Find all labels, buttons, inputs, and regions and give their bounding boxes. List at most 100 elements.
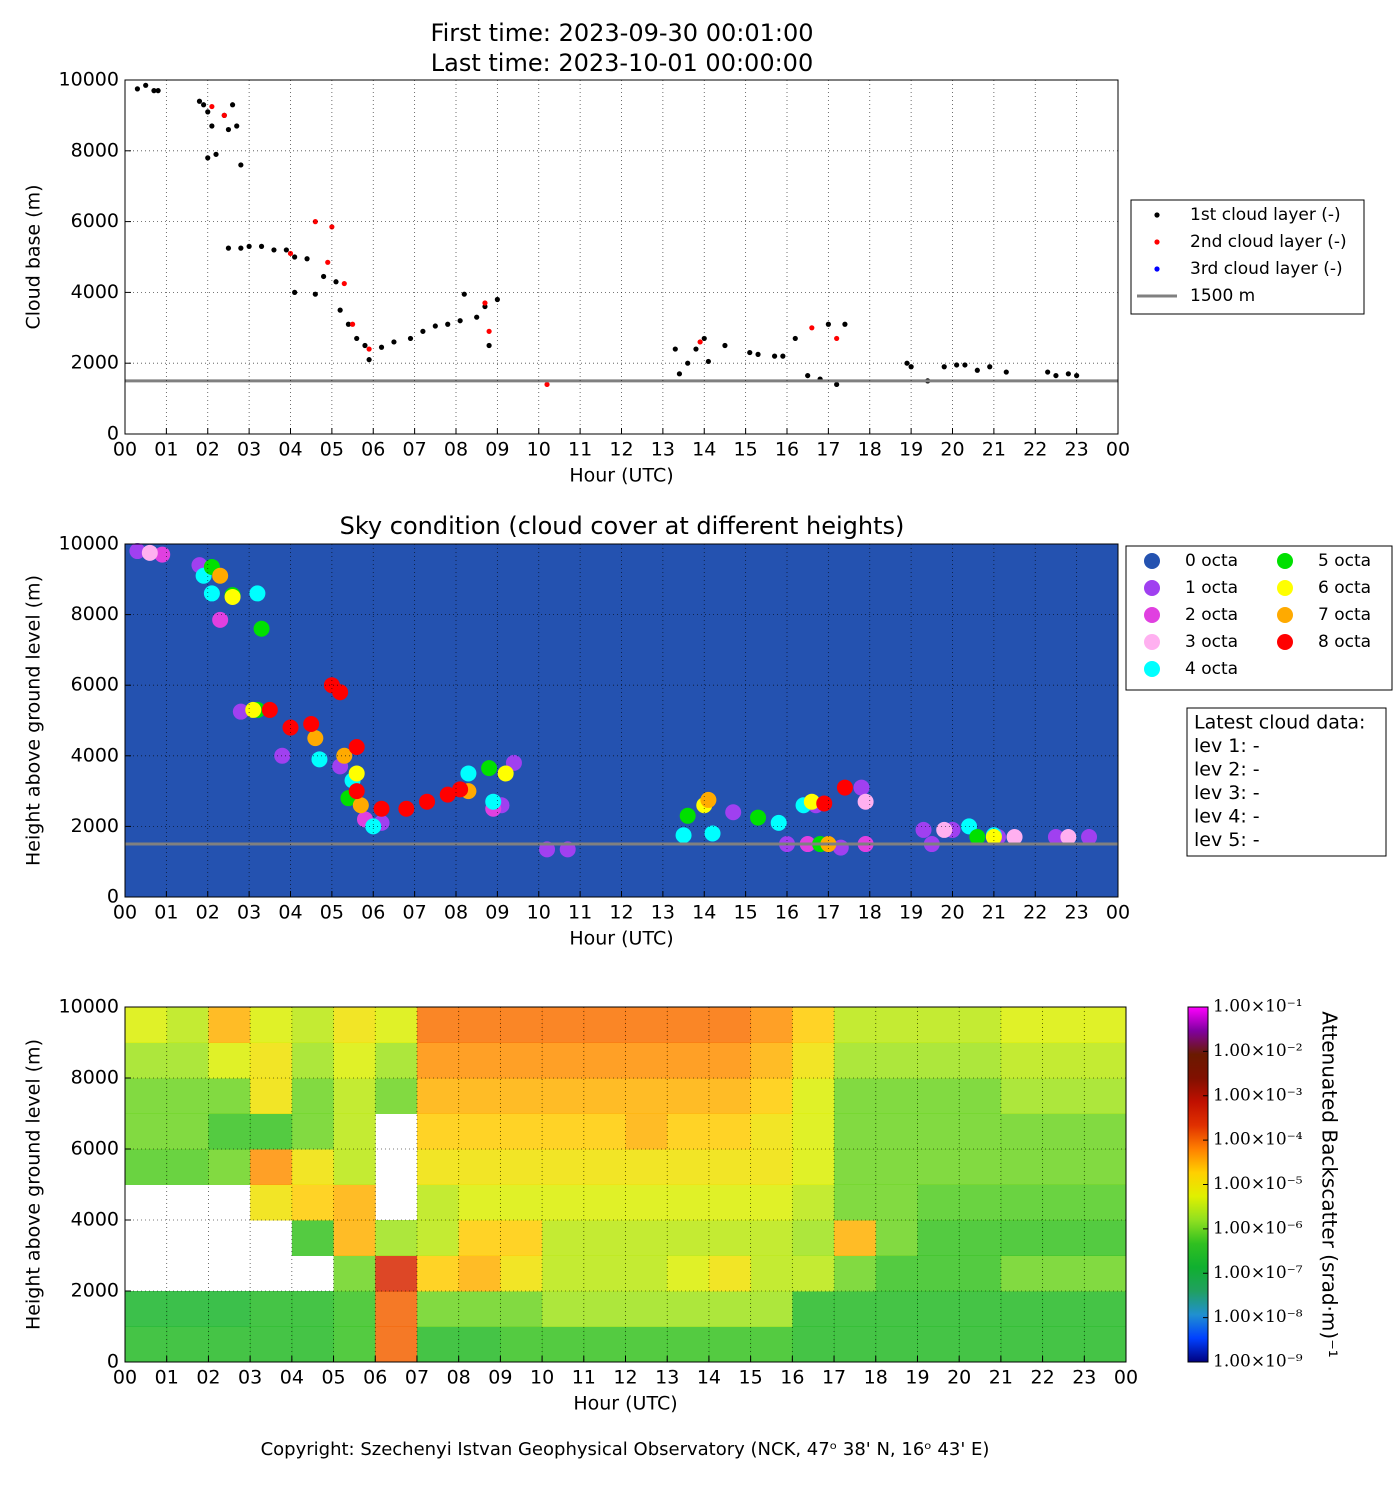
backscatter-cell [375, 1078, 418, 1114]
x-tick-label: 12 [613, 1367, 637, 1389]
x-tick-label: 17 [816, 902, 840, 924]
cloud-point [203, 585, 220, 602]
backscatter-cell [834, 1326, 877, 1363]
backscatter-cell [166, 1042, 209, 1079]
backscatter-cell [750, 1149, 793, 1185]
x-tick-label: 00 [1106, 902, 1130, 924]
x-tick-label: 23 [1065, 439, 1089, 461]
backscatter-cell [1000, 1078, 1044, 1114]
x-tick-label: 01 [154, 902, 178, 924]
backscatter-cell [208, 1326, 251, 1363]
cloud-point [232, 703, 249, 720]
backscatter-cell [416, 1078, 460, 1114]
x-tick-label: 22 [1023, 439, 1047, 461]
cloud-point [494, 296, 500, 303]
y-tick-label: 8000 [71, 1067, 119, 1089]
x-tick-label: 21 [982, 902, 1006, 924]
cloud-point [1081, 828, 1098, 845]
x-tick-label: 11 [568, 439, 592, 461]
x-tick-label: 16 [775, 439, 799, 461]
cloud-point [419, 793, 436, 810]
x-tick-label: 03 [237, 902, 261, 924]
x-tick-label: 08 [444, 902, 468, 924]
backscatter-cell [500, 1042, 543, 1079]
x-tick-label: 05 [320, 902, 344, 924]
backscatter-cell [834, 1255, 877, 1292]
backscatter-cell [625, 1042, 668, 1079]
backscatter-cell [333, 1184, 376, 1221]
y-tick-label: 6000 [71, 210, 119, 232]
backscatter-cell [959, 1326, 1002, 1363]
cloud-point [915, 821, 932, 838]
backscatter-cell [917, 1184, 960, 1221]
cloud-point [337, 307, 343, 313]
legend-label: 5 octa [1318, 551, 1371, 571]
cloud-point [224, 588, 241, 605]
backscatter-cell [917, 1149, 960, 1185]
backscatter-cell [1000, 1113, 1044, 1150]
backscatter-cell [667, 1007, 710, 1043]
backscatter-cell [416, 1149, 460, 1185]
backscatter-cell [1000, 1326, 1044, 1363]
cloud-point [1003, 369, 1009, 375]
backscatter-cell [333, 1149, 376, 1185]
backscatter-cell [1000, 1184, 1044, 1221]
cloud-point [1060, 828, 1077, 845]
cloud-point [771, 353, 778, 359]
y-axis-label: Cloud base (m) [23, 185, 45, 330]
backscatter-cell [416, 1113, 460, 1150]
cloud-point [362, 342, 368, 349]
backscatter-cell [625, 1149, 668, 1185]
cloud-point [685, 360, 691, 366]
backscatter-cell [542, 1113, 585, 1150]
y-tick-label: 8000 [71, 603, 119, 625]
cloud-point [908, 364, 914, 370]
backscatter-cell [375, 1326, 418, 1363]
x-tick-label: 10 [527, 439, 551, 461]
legend-label: 7 octa [1318, 605, 1371, 625]
backscatter-cell [875, 1007, 918, 1043]
legend-marker [1154, 212, 1160, 218]
colorbar-label: Attenuated Backscatter (srad·m)⁻¹ [1318, 1011, 1342, 1358]
cloud-point [212, 567, 229, 584]
x-tick-label: 02 [196, 902, 220, 924]
cloud-point [333, 279, 339, 285]
x-tick-label: 09 [485, 439, 509, 461]
backscatter-cell [583, 1007, 626, 1043]
x-tick-label: 02 [196, 439, 220, 461]
y-tick-label: 8000 [71, 139, 119, 161]
backscatter-cell [875, 1042, 918, 1079]
cloud-point [722, 342, 728, 349]
legend-marker [1144, 553, 1160, 569]
backscatter-cell [917, 1007, 960, 1043]
y-tick-label: 2000 [71, 352, 119, 374]
cloud-point [936, 821, 953, 838]
colorbar-tick-label: 1.00×10⁻⁷ [1213, 1263, 1303, 1283]
cloud-point [482, 300, 488, 306]
cloud-point [245, 701, 262, 718]
backscatter-cell [792, 1255, 835, 1292]
cloud-point [234, 123, 240, 129]
backscatter-cell [875, 1291, 918, 1327]
backscatter-cell [458, 1113, 501, 1150]
backscatter-cell [1084, 1291, 1127, 1327]
backscatter-cell [500, 1184, 543, 1221]
cloud-point [486, 342, 492, 349]
legend-marker [1277, 634, 1293, 650]
cloud-point [238, 245, 244, 251]
x-axis-label: Hour (UTC) [573, 1393, 677, 1415]
backscatter-cell [834, 1149, 877, 1185]
backscatter-cell [250, 1291, 293, 1327]
backscatter-cell [708, 1078, 752, 1114]
backscatter-cell [708, 1149, 752, 1185]
y-tick-label: 10000 [59, 996, 119, 1018]
info-box [1186, 707, 1387, 857]
x-tick-label: 08 [444, 439, 468, 461]
backscatter-cell [834, 1184, 877, 1221]
cloud-point [700, 791, 717, 808]
backscatter-cell [917, 1042, 960, 1079]
y-tick-label: 10000 [59, 69, 119, 91]
backscatter-cell [125, 1007, 168, 1043]
backscatter-cell [959, 1113, 1002, 1150]
cloud-point [675, 827, 692, 844]
